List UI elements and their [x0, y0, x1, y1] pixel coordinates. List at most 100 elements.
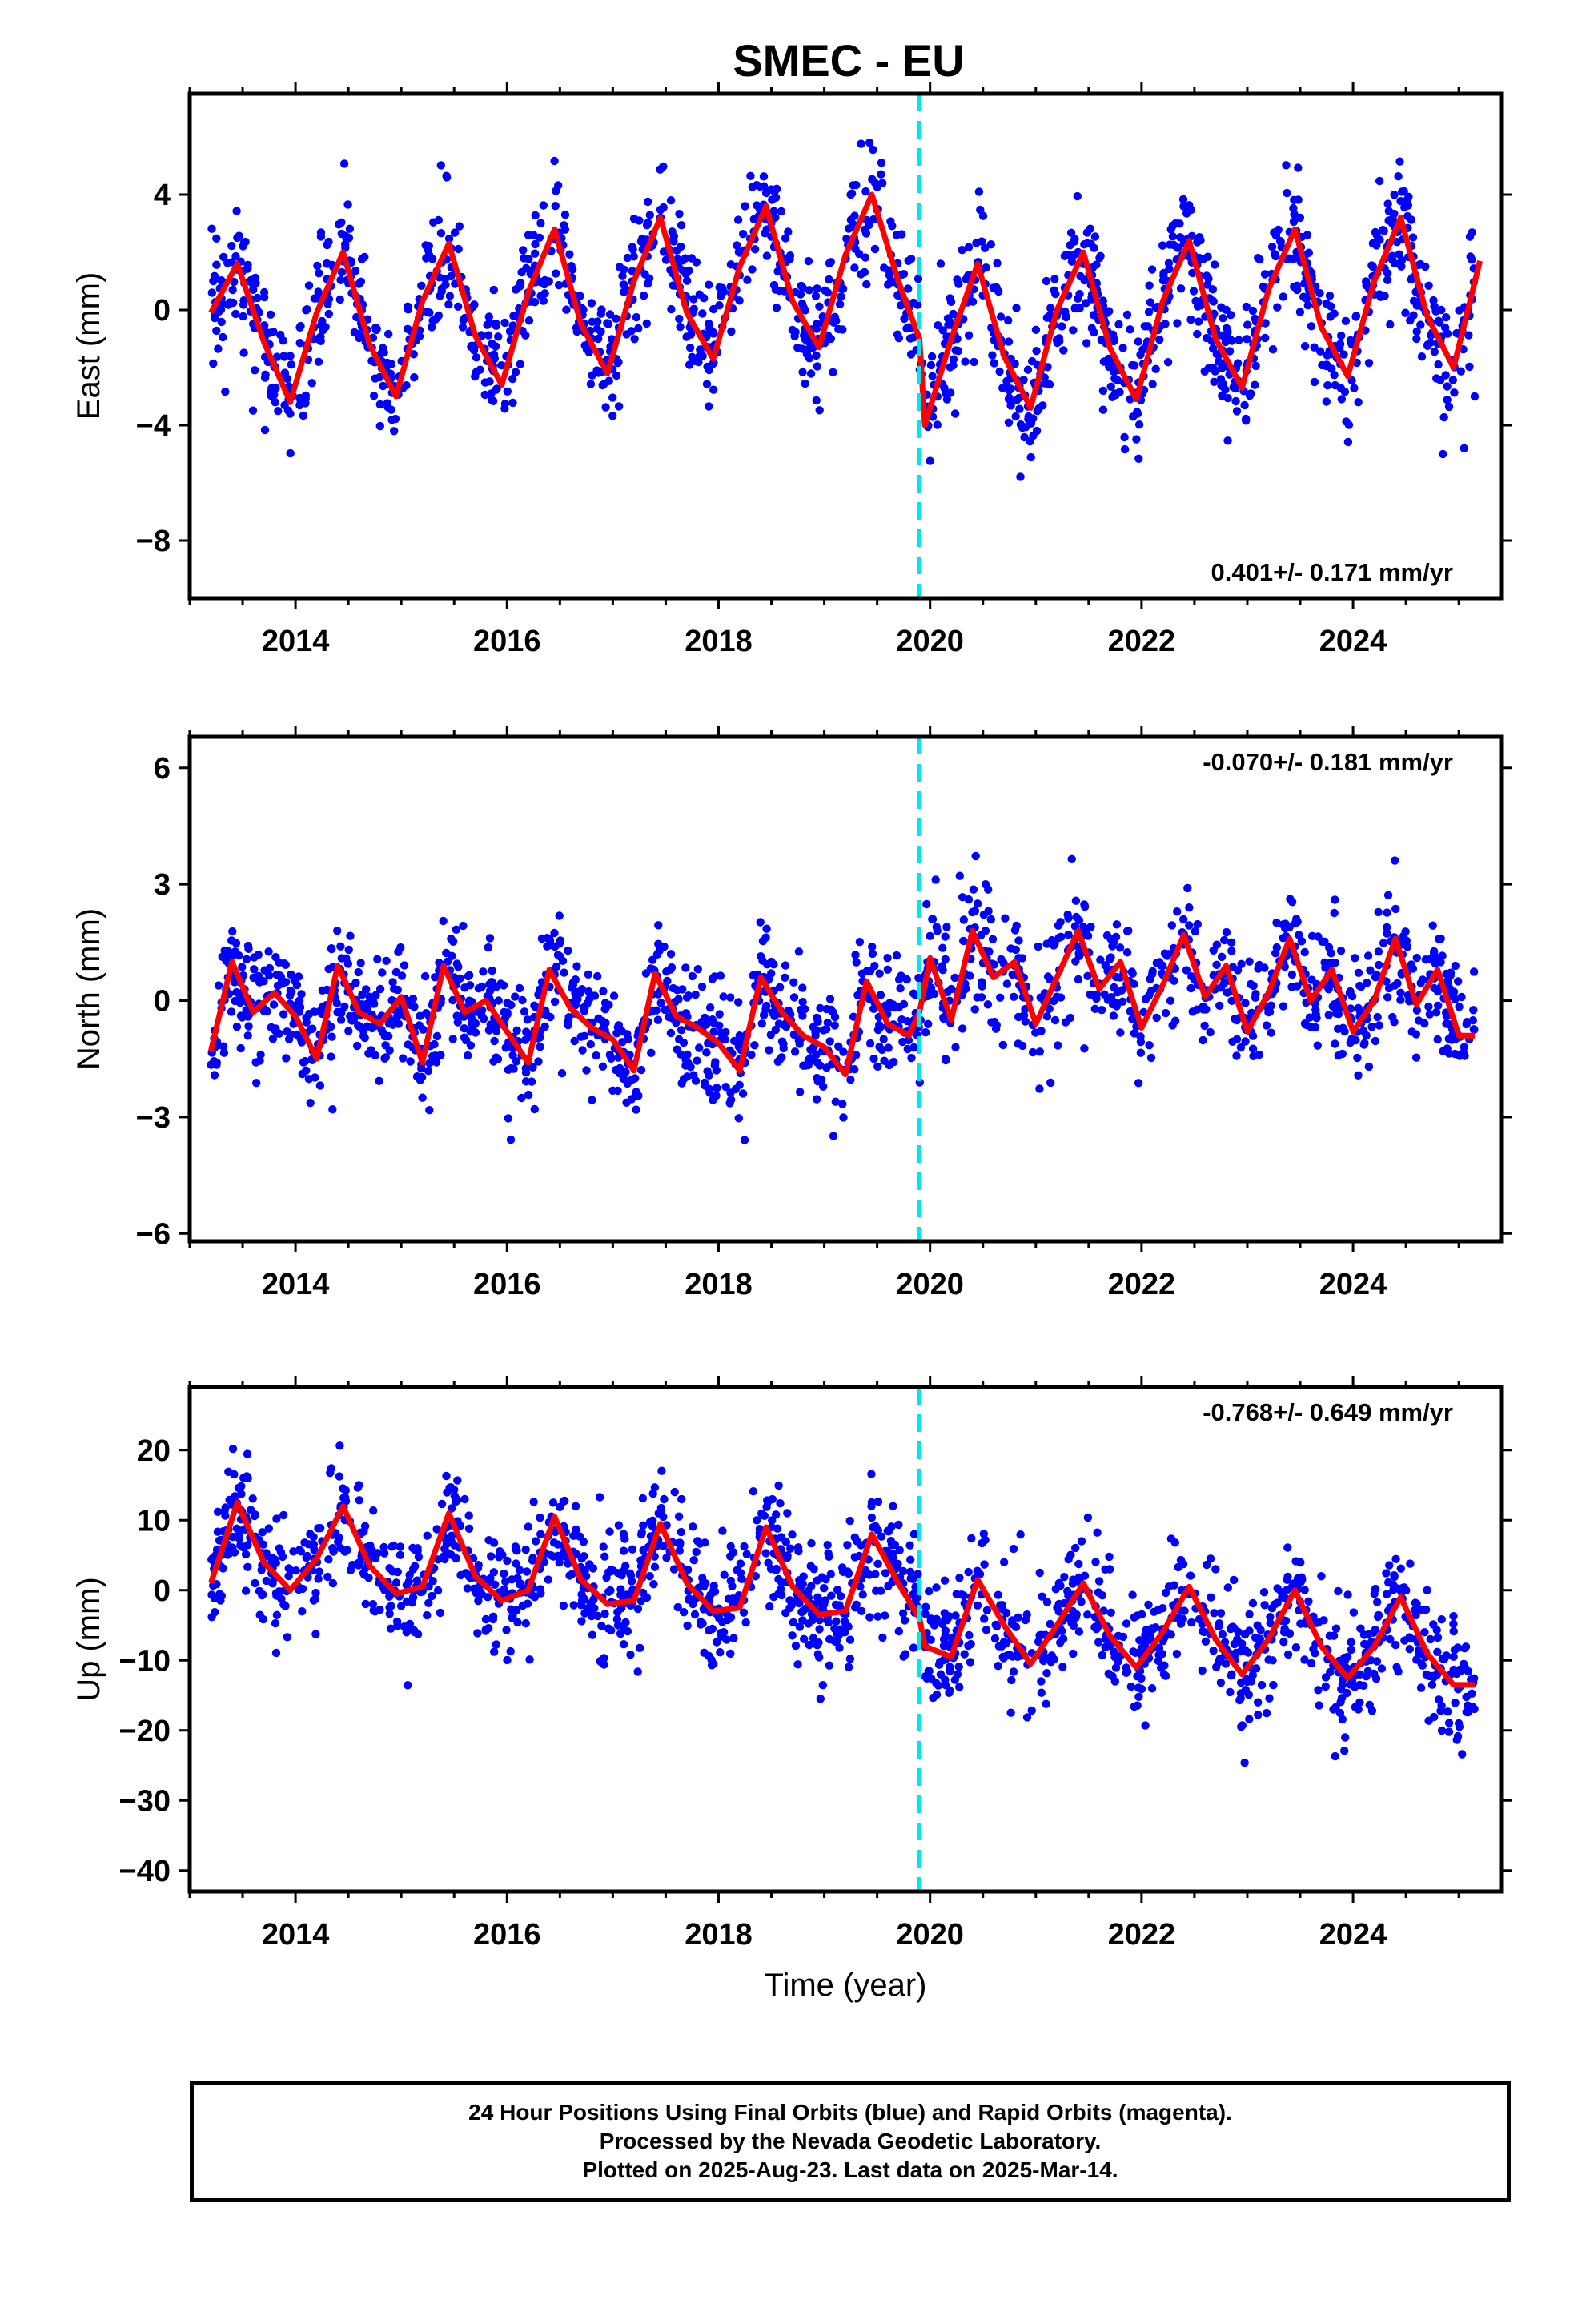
data-point	[746, 171, 755, 180]
data-point	[684, 991, 693, 1000]
data-point	[1355, 1698, 1364, 1707]
data-point	[228, 285, 237, 295]
data-point	[907, 255, 916, 263]
data-point	[442, 1539, 452, 1549]
data-point	[946, 363, 954, 372]
data-point	[1346, 1680, 1355, 1689]
data-point	[954, 346, 963, 356]
data-point	[867, 1502, 876, 1510]
data-point	[972, 239, 981, 247]
data-point	[759, 1011, 769, 1019]
data-point	[1323, 381, 1332, 390]
data-point	[1383, 1590, 1391, 1598]
data-point	[375, 400, 384, 409]
data-point	[448, 995, 457, 1005]
data-point	[996, 312, 1006, 321]
data-point	[1083, 1513, 1093, 1522]
data-point	[592, 366, 601, 375]
data-point	[657, 1466, 666, 1475]
data-point	[460, 1024, 468, 1033]
data-point	[234, 1483, 243, 1493]
data-point	[758, 956, 767, 965]
data-point	[1416, 320, 1425, 329]
data-point	[1004, 316, 1013, 325]
data-point	[528, 1591, 536, 1600]
data-point	[598, 1016, 607, 1026]
data-point	[540, 289, 549, 298]
data-point	[461, 1569, 471, 1578]
data-point	[842, 234, 851, 243]
data-point	[454, 302, 463, 311]
data-point	[1218, 1630, 1227, 1639]
data-point	[1069, 1649, 1078, 1659]
data-point	[953, 1670, 962, 1679]
data-point	[726, 1088, 735, 1097]
data-point	[762, 1001, 771, 1011]
data-point	[1057, 932, 1066, 942]
data-point	[511, 368, 520, 376]
data-point	[1140, 322, 1150, 331]
data-point	[301, 1056, 310, 1066]
data-point	[1248, 1671, 1258, 1679]
data-point	[1362, 281, 1371, 290]
data-point	[838, 1100, 847, 1108]
data-point	[1390, 1572, 1399, 1582]
data-point	[1385, 1561, 1394, 1570]
data-point	[444, 234, 454, 243]
data-point	[981, 1535, 990, 1545]
data-point	[980, 1560, 989, 1569]
data-point	[1114, 1631, 1123, 1640]
data-point	[1469, 967, 1479, 976]
data-point	[453, 1476, 462, 1485]
data-point	[1022, 1713, 1032, 1722]
data-point	[1222, 927, 1231, 937]
data-point	[1216, 375, 1226, 384]
data-point	[1134, 337, 1143, 346]
data-point	[1186, 1571, 1195, 1580]
data-point	[346, 1011, 355, 1021]
data-point	[537, 934, 547, 943]
data-point	[1035, 1084, 1044, 1093]
data-point	[1396, 197, 1405, 206]
data-point	[887, 1522, 896, 1531]
data-point	[862, 279, 871, 289]
data-point	[572, 324, 581, 332]
data-point	[1211, 260, 1219, 269]
data-point	[662, 1554, 671, 1562]
data-point	[1401, 308, 1410, 317]
data-point	[950, 409, 960, 418]
data-point	[850, 211, 859, 220]
data-point	[383, 402, 392, 412]
data-point	[642, 1593, 652, 1602]
data-point	[850, 263, 859, 272]
data-point	[556, 951, 564, 961]
data-point	[1193, 919, 1203, 929]
data-point	[1424, 1716, 1433, 1725]
data-point	[656, 165, 665, 174]
data-point	[1337, 395, 1347, 404]
chart-title: SMEC - EU	[733, 35, 964, 86]
data-point	[372, 325, 381, 334]
data-point	[887, 1541, 897, 1550]
data-point	[903, 1017, 912, 1026]
data-point	[209, 276, 218, 286]
data-point	[1160, 1661, 1169, 1670]
data-point	[546, 1012, 555, 1022]
data-point	[357, 1000, 366, 1009]
data-point	[369, 1506, 378, 1515]
data-point	[733, 215, 743, 224]
data-point	[1441, 371, 1450, 380]
data-point	[524, 316, 534, 325]
data-point	[1295, 931, 1303, 939]
data-point	[271, 1648, 281, 1658]
data-point	[1129, 1647, 1138, 1656]
data-point	[465, 981, 475, 990]
data-point	[1212, 960, 1221, 970]
data-point	[289, 1547, 298, 1556]
data-point	[833, 1586, 842, 1594]
data-point	[369, 1606, 378, 1615]
data-point	[785, 1596, 794, 1605]
data-point	[974, 187, 984, 196]
data-point	[1112, 1002, 1122, 1011]
